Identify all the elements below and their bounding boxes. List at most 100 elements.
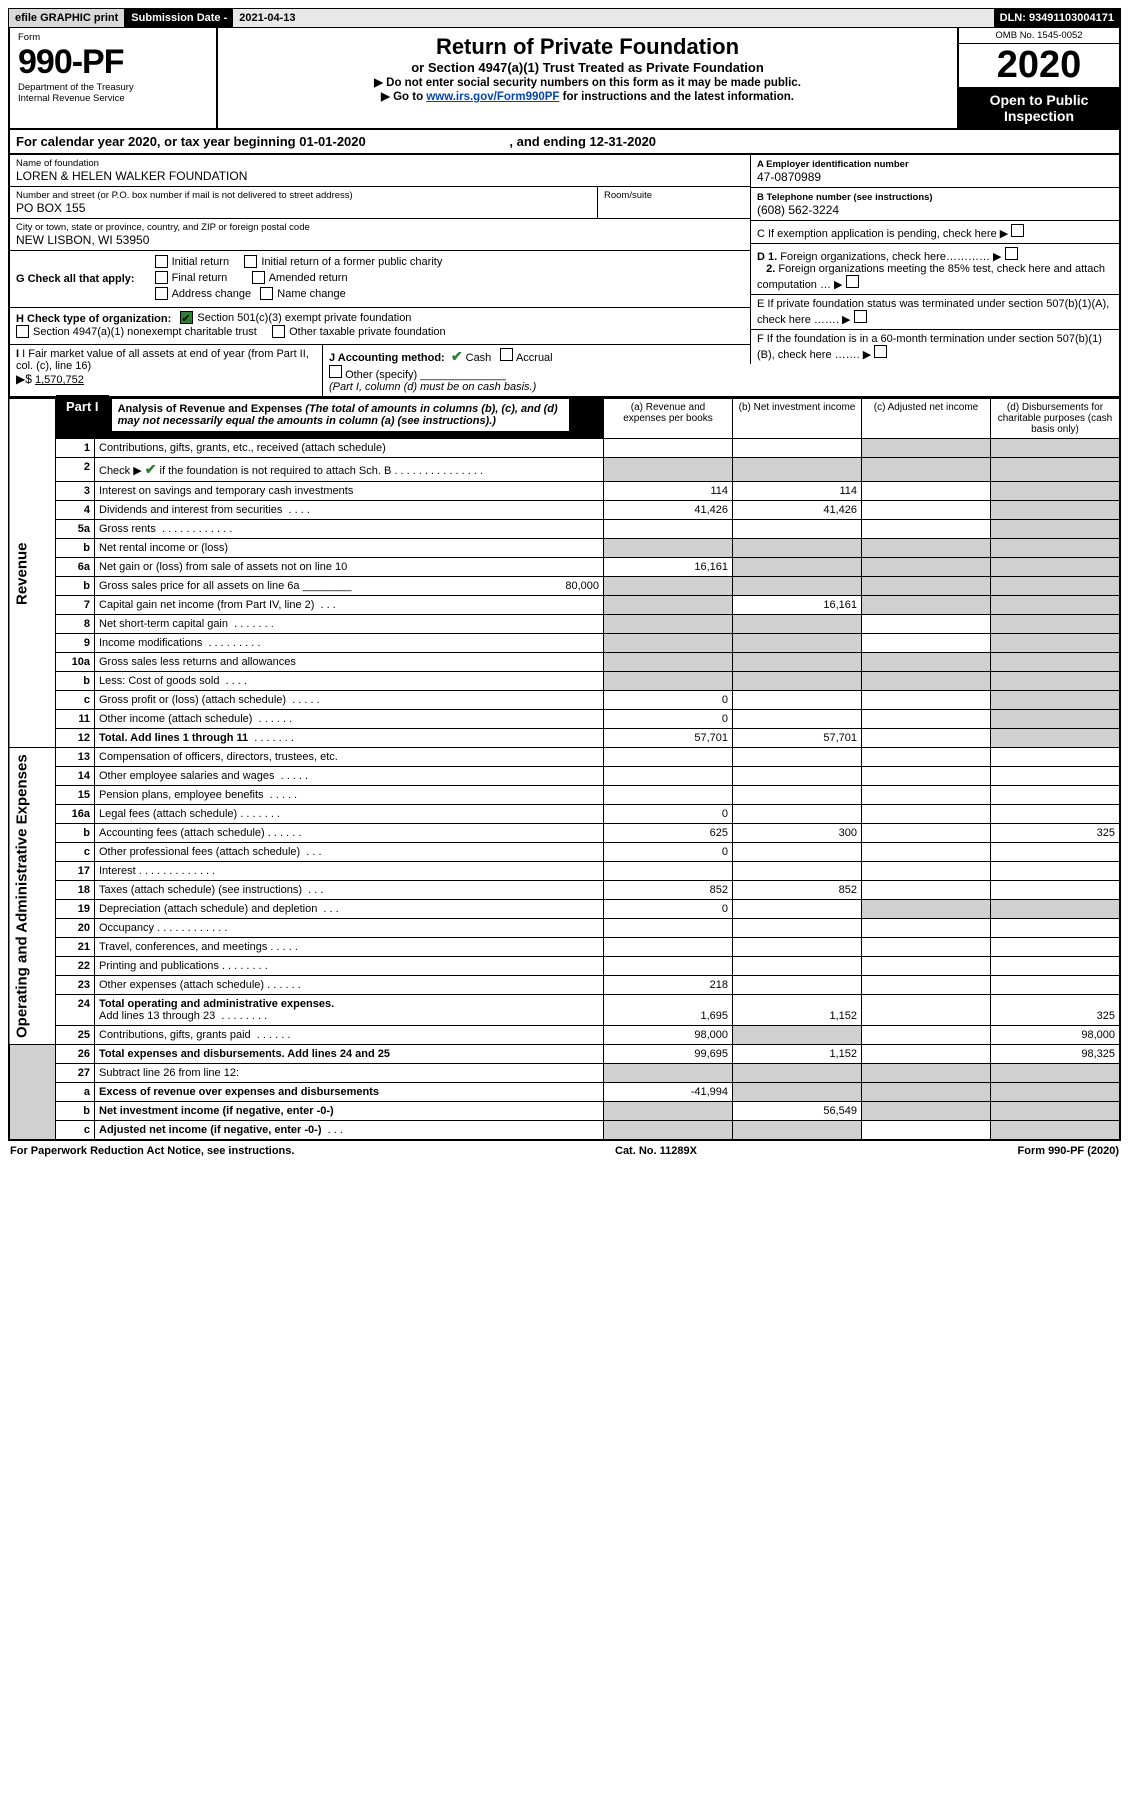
paperwork-notice: For Paperwork Reduction Act Notice, see … [10,1145,294,1157]
accrual-checkbox[interactable] [500,348,513,361]
e-terminated: E If private foundation status was termi… [750,295,1119,330]
line-19: Depreciation (attach schedule) and deple… [95,900,604,919]
submission-label: Submission Date - [125,9,233,27]
line-16a: Legal fees (attach schedule) . . . . . .… [95,805,604,824]
line-15: Pension plans, employee benefits . . . .… [95,786,604,805]
note2-pre: ▶ Go to [381,91,426,103]
line-13: Compensation of officers, directors, tru… [95,748,604,767]
initial-return-checkbox[interactable] [155,255,168,268]
line-24: Total operating and administrative expen… [95,995,604,1026]
501c3-checkbox[interactable]: ✔ [180,311,193,324]
line-6a: Net gain or (loss) from sale of assets n… [95,558,604,577]
line-25: Contributions, gifts, grants paid . . . … [95,1026,604,1045]
final-return-checkbox[interactable] [155,271,168,284]
goto-note: ▶ Go to www.irs.gov/Form990PF for instru… [228,89,947,103]
part1-table: Revenue Part I Analysis of Revenue and E… [8,398,1121,1141]
col-c-header: (c) Adjusted net income [862,399,991,439]
address: PO BOX 155 [16,201,591,215]
note2-post: for instructions and the latest informat… [559,91,794,103]
c-checkbox[interactable] [1011,224,1024,237]
other-method-checkbox[interactable] [329,365,342,378]
omb-no: OMB No. 1545-0052 [959,28,1119,44]
col-d-header: (d) Disbursements for charitable purpose… [991,399,1121,439]
form-ref: Form 990-PF (2020) [1018,1145,1120,1157]
line-6b: Gross sales price for all assets on line… [95,577,604,596]
dln: DLN: 93491103004171 [994,9,1120,27]
line-23: Other expenses (attach schedule) . . . .… [95,976,604,995]
page-footer: For Paperwork Reduction Act Notice, see … [8,1141,1121,1161]
line-7: Capital gain net income (from Part IV, l… [95,596,604,615]
line-27a: Excess of revenue over expenses and disb… [95,1083,604,1102]
line-5a: Gross rents . . . . . . . . . . . . [95,520,604,539]
fmv-value: 1,570,752 [35,374,84,386]
revenue-side-label: Revenue [9,399,56,748]
line-1: Contributions, gifts, grants, etc., rece… [95,439,604,458]
i-j-row: I I Fair market value of all assets at e… [10,345,750,396]
address-row: Number and street (or P.O. box number if… [10,187,750,219]
form-number: 990-PF [18,43,208,82]
line-27c: Adjusted net income (if negative, enter … [95,1121,604,1141]
dept: Department of the Treasury [18,82,208,93]
line-4: Dividends and interest from securities .… [95,501,604,520]
col-b-header: (b) Net investment income [733,399,862,439]
cat-no: Cat. No. 11289X [615,1145,697,1157]
line-17: Interest . . . . . . . . . . . . . [95,862,604,881]
top-bar: efile GRAPHIC print Submission Date - 20… [8,8,1121,28]
line-9: Income modifications . . . . . . . . . [95,634,604,653]
ssn-note: ▶ Do not enter social security numbers o… [228,75,947,89]
d1-checkbox[interactable] [1005,247,1018,260]
form-header: Form 990-PF Department of the Treasury I… [8,28,1121,130]
foundation-name: LOREN & HELEN WALKER FOUNDATION [16,169,744,183]
line-26: Total expenses and disbursements. Add li… [95,1045,604,1064]
part1-label: Part I [56,395,109,418]
h-check-row: H Check type of organization: ✔Section 5… [10,308,750,345]
line-10a: Gross sales less returns and allowances [95,653,604,672]
form-title: Return of Private Foundation [228,34,947,60]
ein: 47-0870989 [757,170,821,184]
f-checkbox[interactable] [874,345,887,358]
line-16c: Other professional fees (attach schedule… [95,843,604,862]
cash-checkmark: ✔ [451,348,463,364]
line-10c: Gross profit or (loss) (attach schedule)… [95,691,604,710]
4947a1-checkbox[interactable] [16,325,29,338]
line-27: Subtract line 26 from line 12: [95,1064,604,1083]
form-subtitle: or Section 4947(a)(1) Trust Treated as P… [228,60,947,75]
tax-year: 2020 [959,44,1119,88]
name-change-checkbox[interactable] [260,287,273,300]
line-21: Travel, conferences, and meetings . . . … [95,938,604,957]
form-url-link[interactable]: www.irs.gov/Form990PF [426,91,559,103]
c-exemption: C If exemption application is pending, c… [750,221,1119,244]
line-16b: Accounting fees (attach schedule) . . . … [95,824,604,843]
open-public: Open to Public Inspection [959,88,1119,128]
foundation-name-cell: Name of foundation LOREN & HELEN WALKER … [10,155,750,187]
d-foreign: D 1. D 1. Foreign organizations, check h… [750,244,1119,295]
phone-cell: B Telephone number (see instructions) (6… [750,188,1119,221]
line-8: Net short-term capital gain . . . . . . … [95,615,604,634]
initial-former-checkbox[interactable] [244,255,257,268]
address-change-checkbox[interactable] [155,287,168,300]
form-label: Form [18,32,208,43]
d2-checkbox[interactable] [846,275,859,288]
line-11: Other income (attach schedule) . . . . .… [95,710,604,729]
line-5b: Net rental income or (loss) [95,539,604,558]
efile-print-label[interactable]: efile GRAPHIC print [9,9,125,27]
info-grid: Name of foundation LOREN & HELEN WALKER … [8,155,1121,398]
line-22: Printing and publications . . . . . . . … [95,957,604,976]
line-14: Other employee salaries and wages . . . … [95,767,604,786]
other-taxable-checkbox[interactable] [272,325,285,338]
line-27b: Net investment income (if negative, ente… [95,1102,604,1121]
g-check-row: G Check all that apply: Initial return I… [10,251,750,308]
expenses-side-label: Operating and Administrative Expenses [9,748,56,1045]
line-20: Occupancy . . . . . . . . . . . . [95,919,604,938]
line-10b: Less: Cost of goods sold . . . . [95,672,604,691]
line-3: Interest on savings and temporary cash i… [95,482,604,501]
ein-cell: A Employer identification number 47-0870… [750,155,1119,188]
irs: Internal Revenue Service [18,93,208,104]
i-fmv: I I Fair market value of all assets at e… [10,345,323,396]
e-checkbox[interactable] [854,310,867,323]
amended-return-checkbox[interactable] [252,271,265,284]
f-termination: F If the foundation is in a 60-month ter… [750,330,1119,364]
city-state-zip: NEW LISBON, WI 53950 [16,233,744,247]
room-suite-label: Room/suite [604,190,744,201]
line-12: Total. Add lines 1 through 11 . . . . . … [95,729,604,748]
